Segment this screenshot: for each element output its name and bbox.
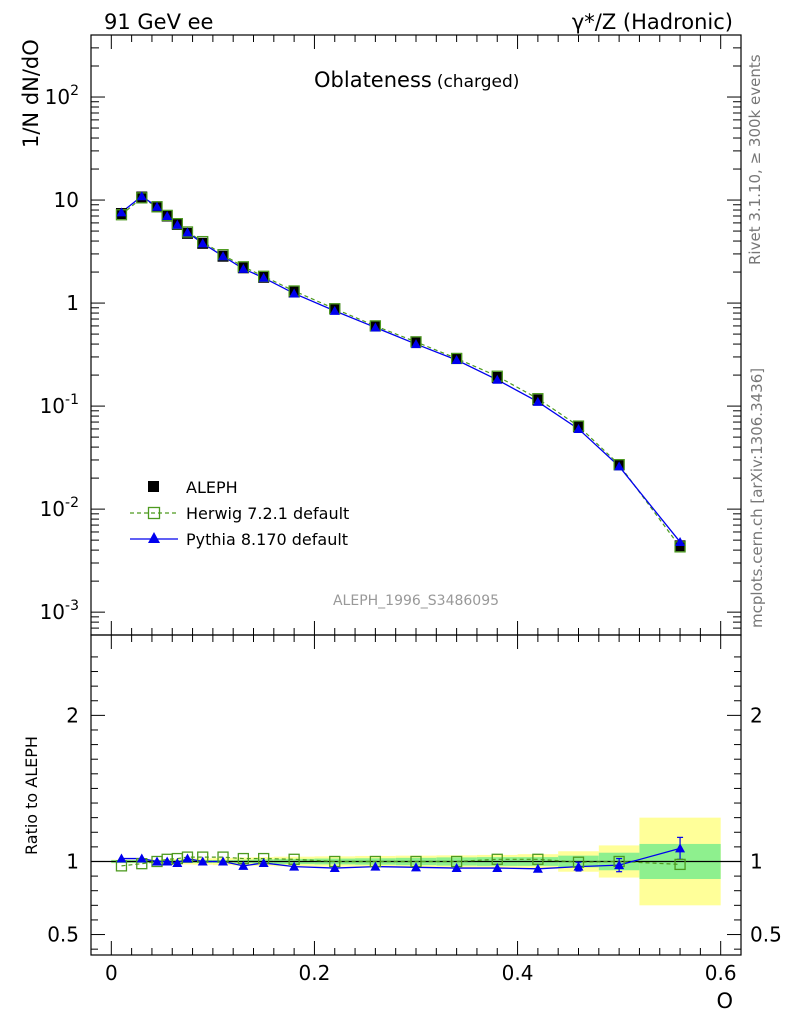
ratio-herwig-point (674, 858, 686, 871)
y-tick-base: 10 (45, 85, 70, 109)
main-series-layer (115, 191, 686, 553)
pythia-point (182, 227, 193, 237)
mcplots-label: mcplots.cern.ch [arXiv:1306.3436] (748, 368, 766, 628)
pythia-point (451, 355, 462, 365)
y-tick-exponent: -2 (65, 495, 79, 511)
rivet-version-label: Rivet 3.1.10, ≥ 300k events (746, 54, 764, 265)
ratio-y-tick-label-right: 0.5 (750, 923, 782, 947)
pythia-point (614, 461, 625, 471)
pythia-point (492, 374, 503, 384)
ratio-pythia-point (116, 853, 127, 863)
pythia-point (116, 207, 127, 217)
y-tick-label: 10-3 (40, 598, 79, 624)
main-ylabel: 1/N dN/dO (19, 39, 43, 148)
header-right-label: γ*/Z (Hadronic) (572, 10, 733, 34)
legend-marker-aleph (148, 481, 159, 492)
legend-marker-pythia (148, 532, 160, 543)
pythia-point (136, 191, 147, 201)
y-tick-label: 10-2 (40, 495, 79, 521)
ratio-ylabel: Ratio to ALEPH (22, 736, 41, 855)
chart-title-main: Oblateness (314, 68, 432, 92)
ratio-pythia-point (162, 856, 173, 866)
ratio-pythia-point (172, 857, 183, 867)
y-tick-exponent: -1 (65, 392, 79, 408)
pythia-point (289, 288, 300, 298)
legend-label-aleph: ALEPH (186, 478, 238, 497)
herwig-point (161, 209, 173, 222)
ratio-pythia-point (532, 863, 543, 873)
analysis-id-label: ALEPH_1996_S3486095 (333, 593, 499, 609)
ratio-pythia-point (238, 860, 249, 870)
pythia-point (197, 238, 208, 248)
ratio-pythia-point (182, 853, 193, 863)
pythia-point (370, 322, 381, 332)
ratio-pythia-point (197, 856, 208, 866)
y-tick-base: 10 (40, 394, 65, 418)
x-tick-label: 0.6 (705, 961, 737, 985)
ratio-pythia-point (675, 843, 686, 853)
pythia-point (218, 251, 229, 261)
y-tick-label: 10-1 (40, 392, 79, 418)
ratio-y-tick-label-left: 1 (66, 849, 79, 873)
ratio-y-tick-label-right: 2 (750, 703, 763, 727)
ratio-pythia-point (573, 861, 584, 871)
chart-title: Oblateness (charged) (314, 68, 519, 92)
ratio-y-tick-label-left: 2 (66, 703, 79, 727)
legend-label-herwig: Herwig 7.2.1 default (186, 504, 349, 523)
legend: ALEPH Herwig 7.2.1 default Pythia 8.170 … (130, 478, 349, 549)
legend-marker-herwig (147, 506, 161, 520)
ratio-pythia-point (411, 862, 421, 872)
pythia-point (329, 305, 340, 315)
ratio-y-tick-label-right: 1 (750, 849, 763, 873)
pythia-point (532, 396, 543, 406)
y-tick-label: 102 (45, 83, 79, 109)
y-tick-base: 10 (40, 600, 65, 624)
ratio-pythia-point (218, 856, 229, 866)
chart-title-suffix: (charged) (437, 72, 520, 92)
ratio-pythia-point (289, 861, 300, 871)
y-tick-base: 10 (40, 497, 65, 521)
legend-label-pythia: Pythia 8.170 default (186, 530, 348, 549)
x-tick-label: 0.4 (502, 961, 534, 985)
pythia-point (172, 219, 183, 229)
x-tick-label: 0.2 (299, 961, 331, 985)
pythia-point (258, 272, 269, 282)
ratio-pythia-point (370, 861, 381, 871)
pythia-point (152, 201, 163, 211)
ratio-pythia-point (136, 853, 147, 863)
x-axis-label: O (716, 989, 733, 1013)
pythia-point (162, 211, 173, 221)
ratio-pythia-point (451, 863, 462, 873)
ratio-pythia-point (152, 856, 163, 866)
ratio-y-tick-label-left: 0.5 (47, 923, 79, 947)
y-tick-exponent: 2 (70, 83, 79, 99)
pythia-point (411, 339, 421, 349)
pythia-point (238, 263, 249, 273)
ratio-pythia-point (614, 860, 625, 870)
ratio-pythia-point (492, 863, 503, 873)
header-left-label: 91 GeV ee (104, 10, 213, 34)
y-tick-label: 1 (66, 291, 79, 315)
ratio-pythia-point (258, 857, 269, 867)
ratio-pythia-point (329, 863, 340, 873)
ratio-series-layer (115, 836, 686, 873)
x-tick-label: 0 (105, 961, 118, 985)
y-tick-exponent: -3 (65, 598, 79, 614)
pythia-point (573, 423, 584, 433)
herwig-point (181, 226, 194, 238)
y-tick-label: 10 (54, 188, 79, 212)
pythia-point (675, 536, 686, 546)
